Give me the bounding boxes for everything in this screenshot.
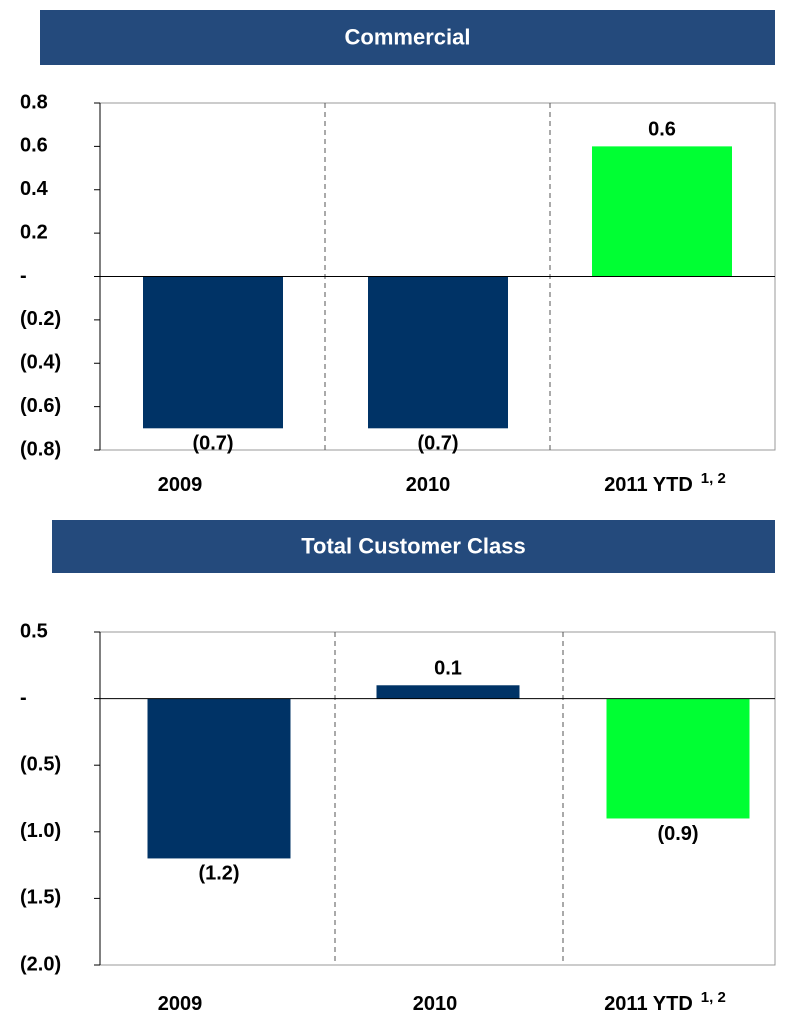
footnote-mark: 1, 2	[701, 470, 726, 487]
y-tick-label: 0.2	[20, 221, 48, 243]
category: 2009	[158, 993, 203, 1015]
bar	[143, 276, 283, 429]
bar	[376, 685, 520, 699]
y-tick-label: 0.8	[20, 91, 48, 113]
value-label: (0.9)	[657, 823, 698, 845]
y-tick-label: -	[20, 265, 27, 287]
y-tick-label: (0.2)	[20, 308, 61, 330]
title-bar	[40, 10, 775, 65]
bar	[147, 698, 291, 859]
footnote-mark: 1, 2	[701, 989, 726, 1006]
y-tick-label: (0.8)	[20, 438, 61, 460]
y-tick-label: -	[20, 687, 27, 709]
chart-title: Commercial	[345, 24, 471, 49]
category: 2011 YTD	[604, 993, 693, 1015]
title-bar	[52, 520, 775, 573]
x-tick-label: 2011 YTD 1, 2	[604, 470, 726, 496]
value-label: 0.1	[434, 658, 462, 680]
category: 2011 YTD	[604, 474, 693, 496]
y-tick-label: (0.6)	[20, 395, 61, 417]
y-tick-label: 0.6	[20, 135, 48, 157]
x-tick-label: 2011 YTD 1, 2	[604, 989, 726, 1015]
category: 2010	[406, 474, 451, 496]
category: 2010	[413, 993, 458, 1015]
y-tick-label: (2.0)	[20, 953, 61, 975]
y-tick-label: (0.5)	[20, 753, 61, 775]
y-tick-label: (0.4)	[20, 352, 61, 374]
y-tick-label: (1.5)	[20, 887, 61, 909]
chart-title: Total Customer Class	[301, 533, 526, 558]
value-label: (0.7)	[417, 433, 458, 455]
x-tick-label: 2010	[413, 993, 458, 1015]
value-label: (0.7)	[192, 433, 233, 455]
category: 2009	[158, 474, 203, 496]
y-tick-label: 0.5	[20, 620, 48, 642]
y-tick-label: 0.4	[20, 178, 49, 200]
value-label: (1.2)	[198, 863, 239, 885]
x-tick-label: 2009	[158, 993, 203, 1015]
y-tick-label: (1.0)	[20, 820, 61, 842]
bar	[592, 146, 732, 277]
value-label: 0.6	[648, 119, 676, 141]
bar	[606, 698, 750, 819]
x-tick-label: 2009	[158, 474, 203, 496]
x-tick-label: 2010	[406, 474, 451, 496]
bar	[368, 276, 508, 429]
